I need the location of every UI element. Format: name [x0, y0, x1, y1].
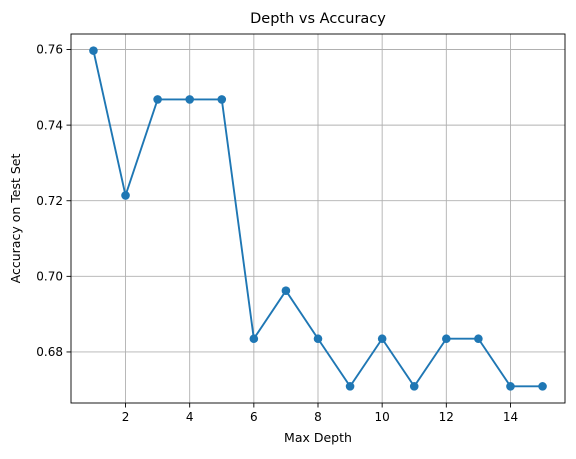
data-point — [474, 334, 483, 344]
data-point — [121, 191, 130, 200]
x-axis-label: Max Depth — [284, 430, 352, 445]
chart-title: Depth vs Accuracy — [250, 11, 386, 27]
data-point — [506, 382, 515, 391]
x-tick-label: 6 — [250, 410, 258, 424]
data-point — [281, 286, 291, 296]
data-point — [249, 334, 259, 344]
x-tick-label: 4 — [186, 410, 194, 424]
data-point — [409, 382, 419, 391]
data-point — [153, 95, 162, 104]
y-axis-label: Accuracy on Test Set — [8, 154, 23, 284]
data-point — [538, 382, 547, 391]
y-tick-label: 0.72 — [36, 194, 63, 208]
y-axis: 0.68 0.70 0.72 0.74 0.76 — [36, 43, 71, 359]
x-tick-label: 14 — [503, 410, 518, 424]
y-tick-label: 0.68 — [36, 345, 63, 359]
x-axis: 2 4 6 8 10 12 14 — [122, 403, 518, 424]
data-point — [377, 334, 387, 344]
data-point — [442, 334, 451, 344]
data-point — [185, 95, 194, 104]
y-tick-label: 0.74 — [36, 118, 63, 132]
data-point — [313, 334, 323, 344]
data-point — [217, 95, 227, 104]
x-tick-label: 2 — [122, 410, 130, 424]
series-group — [89, 46, 547, 391]
x-tick-label: 8 — [314, 410, 322, 424]
y-tick-label: 0.76 — [36, 43, 63, 57]
data-point — [89, 46, 98, 55]
data-point — [345, 382, 355, 391]
x-tick-label: 12 — [439, 410, 454, 424]
x-tick-label: 10 — [375, 410, 390, 424]
y-tick-label: 0.70 — [36, 270, 63, 284]
